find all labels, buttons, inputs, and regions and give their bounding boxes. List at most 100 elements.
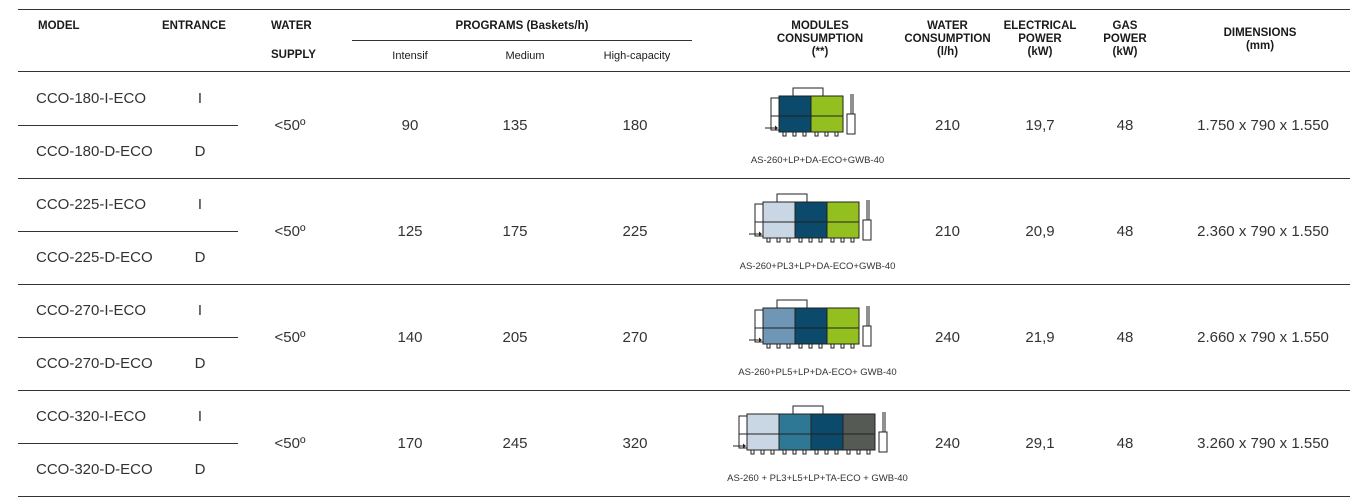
row-bottom-rule [18, 390, 1350, 391]
electrical-power: 21,9 [1025, 329, 1055, 346]
electrical-power: 19,7 [1025, 117, 1055, 134]
module-foot [750, 449, 755, 455]
entrance-i: I [197, 302, 203, 319]
header-bottom-rule [18, 71, 1350, 72]
module-foot [786, 237, 791, 243]
header-water-consumption-line3: (l/h) [936, 46, 959, 58]
module-foot [792, 449, 797, 455]
module-block [778, 95, 812, 133]
header-water-supply-line1: WATER [271, 20, 312, 32]
dimensions: 2.660 x 790 x 1.550 [1197, 329, 1329, 346]
program-high-capacity: 320 [622, 435, 648, 452]
water-consumption: 210 [934, 223, 961, 240]
entrance-divider [18, 125, 238, 126]
header-dimensions-line2: (mm) [1245, 40, 1275, 52]
header-modules-line3: (**) [811, 46, 829, 58]
module-foot [808, 237, 813, 243]
module-block [826, 201, 860, 239]
program-medium: 205 [502, 329, 528, 346]
module-foot [802, 449, 807, 455]
module-foot [830, 237, 835, 243]
module-foot [786, 343, 791, 349]
module-foot [840, 237, 845, 243]
module-block [842, 413, 876, 451]
electrical-power: 29,1 [1025, 435, 1055, 452]
entry-arrow-head [775, 125, 778, 131]
module-block [826, 307, 860, 345]
program-intensif: 125 [397, 223, 423, 240]
module-foot [798, 237, 803, 243]
table-top-rule [18, 9, 1350, 10]
module-block [746, 413, 780, 451]
module-foot [782, 449, 787, 455]
water-supply: <50º [274, 329, 306, 346]
modules-caption: AS-260+LP+DA-ECO+GWB-40 [750, 155, 885, 166]
entrance-d: D [194, 143, 206, 160]
modules-diagram [749, 193, 872, 243]
hood-outline [776, 299, 808, 309]
module-foot [770, 449, 775, 455]
water-supply: <50º [274, 435, 306, 452]
module-foot [834, 131, 839, 137]
row-bottom-rule [18, 284, 1350, 285]
gas-unit-box [878, 431, 888, 453]
module-foot [766, 343, 771, 349]
module-foot [856, 449, 861, 455]
model-i: CCO-320-I-ECO [36, 408, 147, 425]
gas-unit-box [862, 219, 872, 241]
module-block [778, 413, 812, 451]
hood-outline [792, 87, 824, 97]
module-foot [824, 131, 829, 137]
hood-outline [776, 193, 808, 203]
entry-arrow-head [743, 443, 746, 449]
entrance-divider [18, 231, 238, 232]
module-foot [866, 449, 871, 455]
water-consumption: 240 [934, 435, 961, 452]
program-medium: 175 [502, 223, 528, 240]
gas-unit-box [846, 113, 856, 135]
model-i: CCO-180-I-ECO [36, 90, 147, 107]
entrance-d: D [194, 249, 206, 266]
program-high-capacity: 270 [622, 329, 648, 346]
water-supply: <50º [274, 117, 306, 134]
header-modules-line2: CONSUMPTION [776, 33, 864, 45]
header-model: MODEL [38, 20, 80, 32]
entrance-divider [18, 337, 238, 338]
program-high-capacity: 180 [622, 117, 648, 134]
module-foot [850, 343, 855, 349]
header-program-medium: Medium [505, 50, 545, 62]
row-bottom-rule [18, 178, 1350, 179]
module-foot [798, 343, 803, 349]
header-modules-line1: MODULES [791, 20, 849, 32]
modules-caption: AS-260+PL3+LP+DA-ECO+GWB-40 [739, 261, 896, 272]
module-block [762, 307, 796, 345]
module-foot [792, 131, 797, 137]
module-foot [818, 237, 823, 243]
module-block [762, 201, 796, 239]
entry-frame [770, 97, 780, 131]
modules-caption: AS-260+PL5+LP+DA-ECO+ GWB-40 [738, 367, 897, 378]
modules-caption: AS-260 + PL3+L5+LP+TA-ECO + GWB-40 [727, 473, 908, 484]
model-d: CCO-270-D-ECO [36, 355, 153, 372]
gas-power: 48 [1116, 329, 1134, 346]
entrance-divider [18, 443, 238, 444]
dimensions: 3.260 x 790 x 1.550 [1197, 435, 1329, 452]
water-supply: <50º [274, 223, 306, 240]
header-gas-line3: (kW) [1112, 46, 1138, 58]
hood-outline [792, 405, 824, 415]
module-foot [834, 449, 839, 455]
entry-arrow-head [759, 337, 762, 343]
module-foot [840, 343, 845, 349]
header-program-intensif: Intensif [392, 50, 428, 62]
module-foot [808, 343, 813, 349]
header-gas-line1: GAS [1112, 20, 1138, 32]
model-i: CCO-225-I-ECO [36, 196, 147, 213]
module-block [810, 95, 844, 133]
module-foot [802, 131, 807, 137]
module-block [794, 201, 828, 239]
module-foot [782, 131, 787, 137]
program-medium: 135 [502, 117, 528, 134]
entry-frame [754, 309, 764, 343]
program-high-capacity: 225 [622, 223, 648, 240]
dimensions: 2.360 x 790 x 1.550 [1197, 223, 1329, 240]
